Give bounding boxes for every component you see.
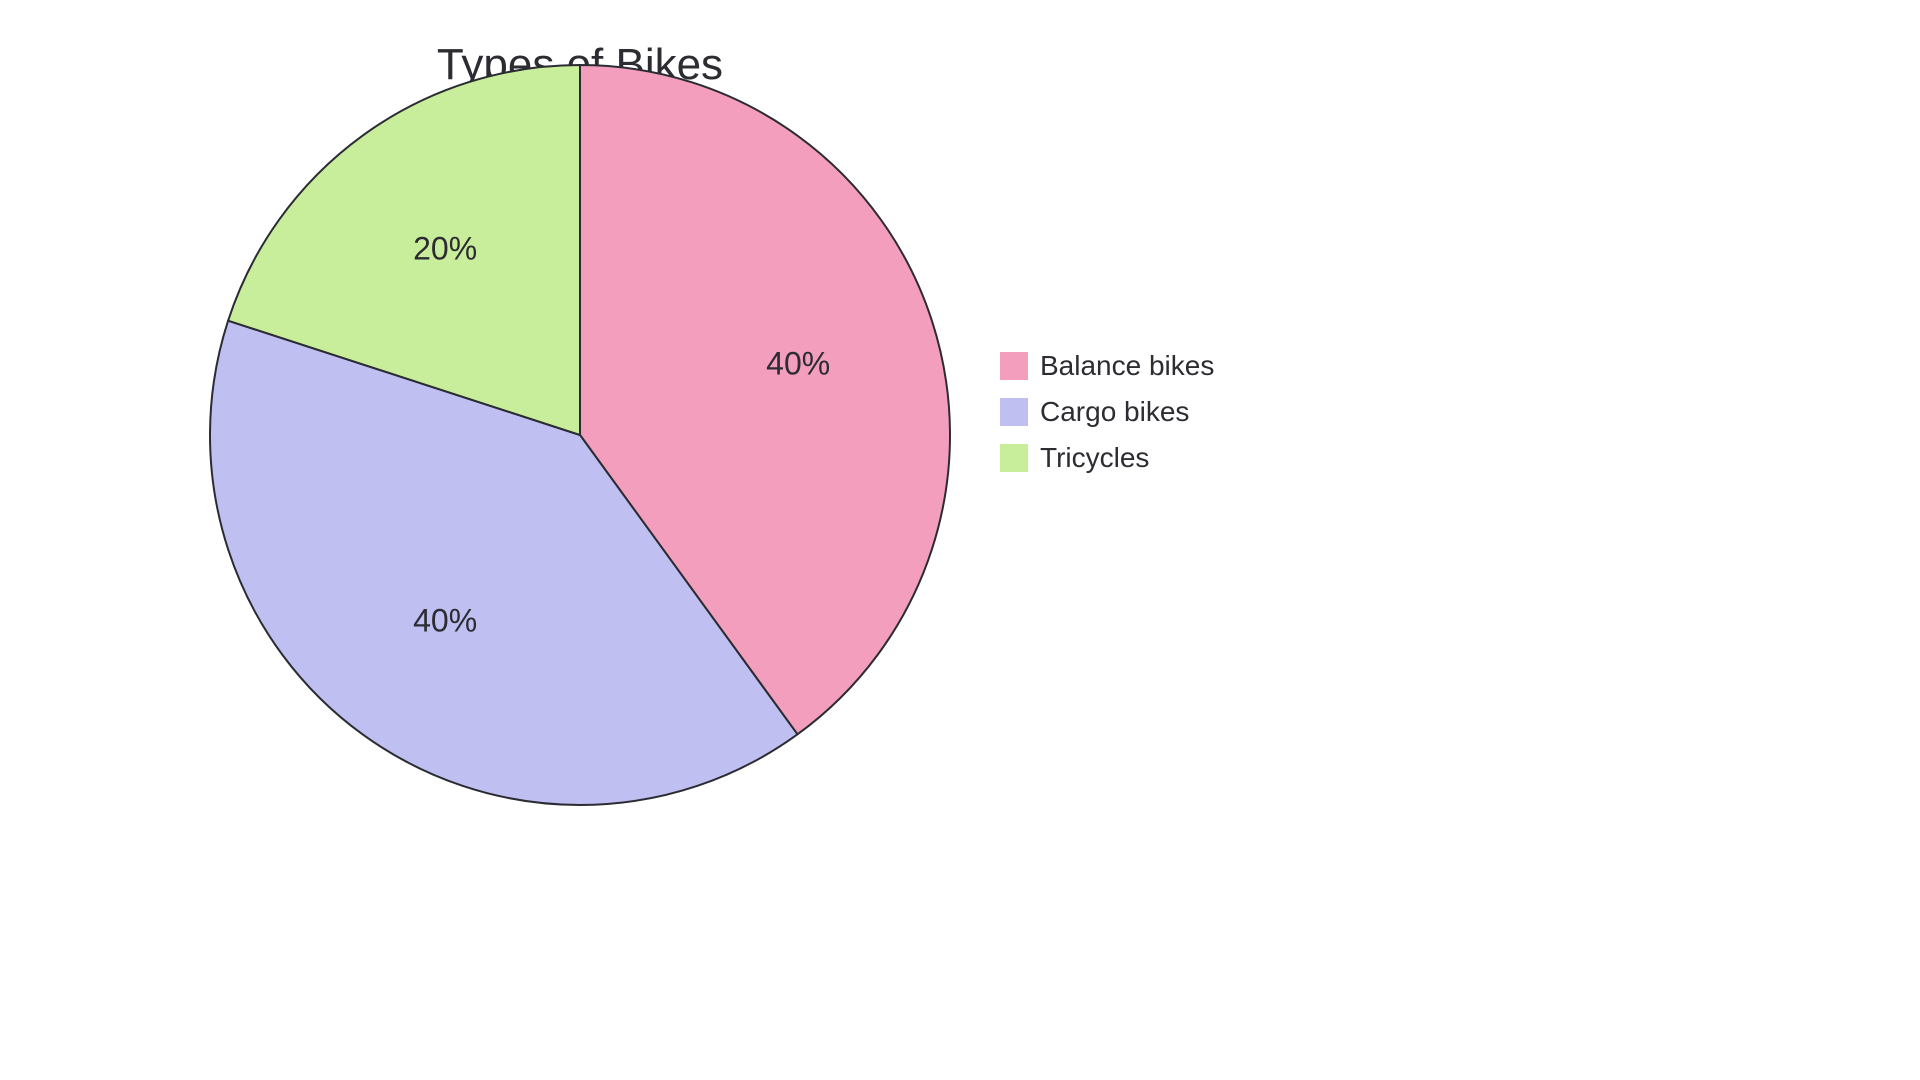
legend-label-1: Cargo bikes bbox=[1040, 396, 1189, 428]
legend-swatch-0 bbox=[1000, 352, 1028, 380]
pie-slice-label-1: 40% bbox=[413, 602, 477, 639]
legend-swatch-1 bbox=[1000, 398, 1028, 426]
legend-swatch-2 bbox=[1000, 444, 1028, 472]
pie-svg bbox=[206, 61, 954, 809]
chart-stage: Types of Bikes 40%40%20% Balance bikesCa… bbox=[0, 0, 1920, 1080]
legend-label-0: Balance bikes bbox=[1040, 350, 1214, 382]
pie-slice-label-2: 20% bbox=[413, 231, 477, 268]
legend-item-2: Tricycles bbox=[1000, 442, 1214, 474]
legend: Balance bikes Cargo bikes Tricycles bbox=[1000, 350, 1214, 474]
legend-label-2: Tricycles bbox=[1040, 442, 1149, 474]
pie-chart: 40% 40% 20% bbox=[206, 61, 954, 809]
pie-slice-label-0: 40% bbox=[766, 346, 830, 383]
legend-item-0: Balance bikes bbox=[1000, 350, 1214, 382]
legend-item-1: Cargo bikes bbox=[1000, 396, 1214, 428]
